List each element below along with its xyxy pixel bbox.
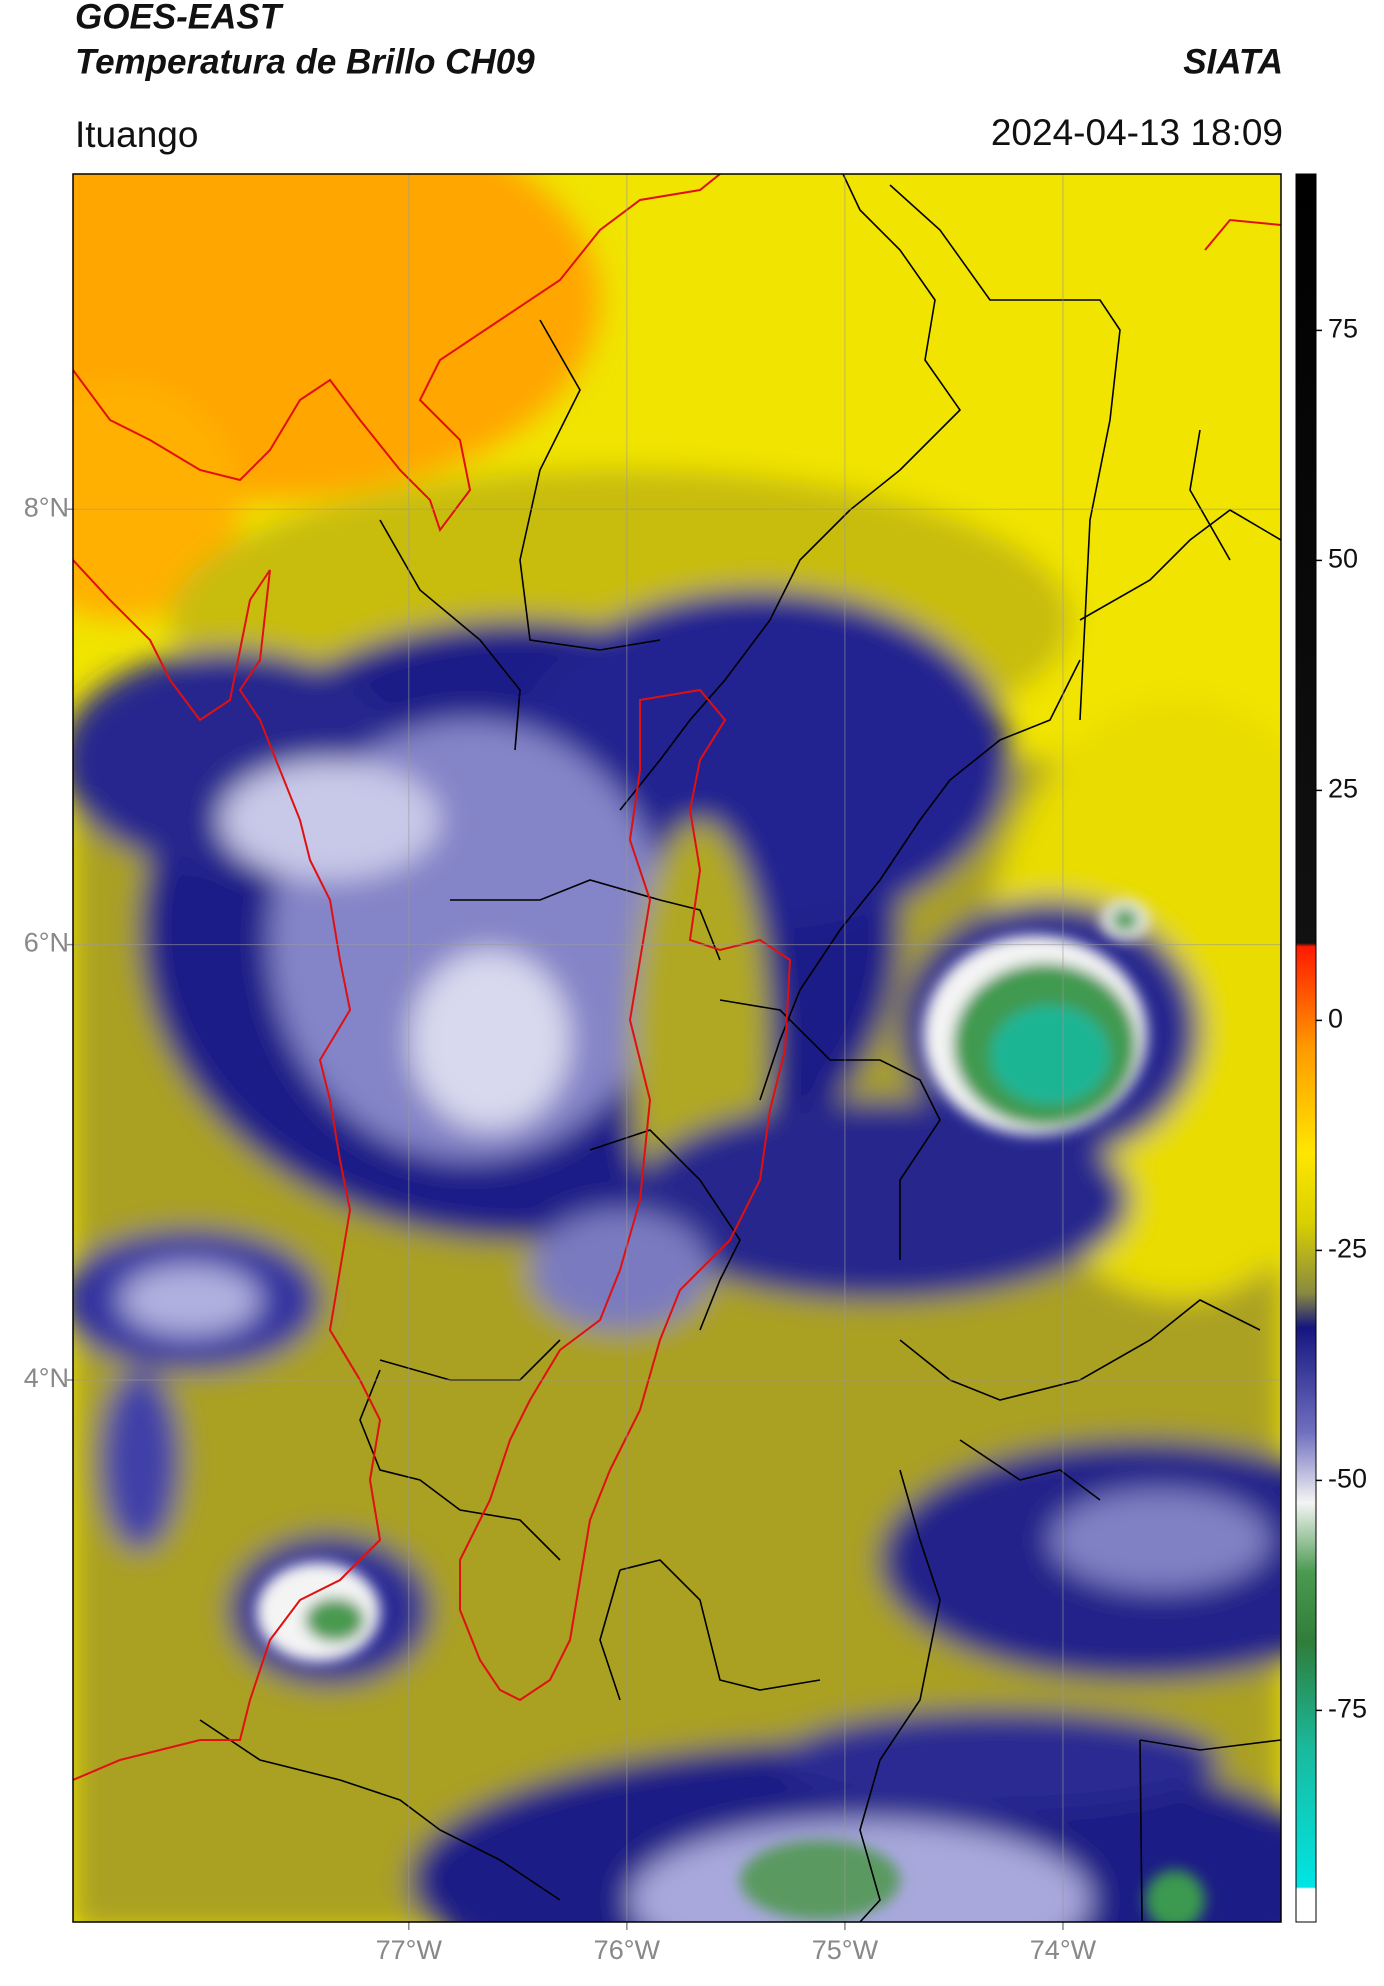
x-tick-label: 75°W	[812, 1935, 879, 1965]
grid	[67, 174, 1281, 1930]
x-tick-label: 76°W	[594, 1935, 661, 1965]
colorbar-tick-label: 75	[1328, 314, 1358, 344]
colorbar-tick-label: -25	[1328, 1234, 1367, 1264]
y-tick-label: 4°N	[24, 1363, 69, 1393]
title: GOES-EAST	[75, 0, 284, 36]
x-tick-label: 77°W	[376, 1935, 443, 1965]
map-frame	[72, 173, 1282, 1923]
colorbar-tick-label: 25	[1328, 774, 1358, 804]
y-tick-label: 6°N	[24, 928, 69, 958]
source: SIATA	[1183, 42, 1283, 81]
colorbar-tick-label: 50	[1328, 544, 1358, 574]
colorbar-tick-label: -75	[1328, 1694, 1367, 1724]
satellite-image	[73, 174, 1281, 1922]
location: Ituango	[75, 114, 198, 155]
x-tick-label: 74°W	[1030, 1935, 1097, 1965]
colorbar-tick-label: -50	[1328, 1464, 1367, 1494]
colorbar	[1295, 173, 1317, 1923]
y-tick-label: 8°N	[24, 492, 69, 522]
colorbar-tick-label: 0	[1328, 1004, 1343, 1034]
subtitle: Temperatura de Brillo CH09	[75, 42, 535, 81]
datetime: 2024-04-13 18:09	[991, 112, 1283, 153]
